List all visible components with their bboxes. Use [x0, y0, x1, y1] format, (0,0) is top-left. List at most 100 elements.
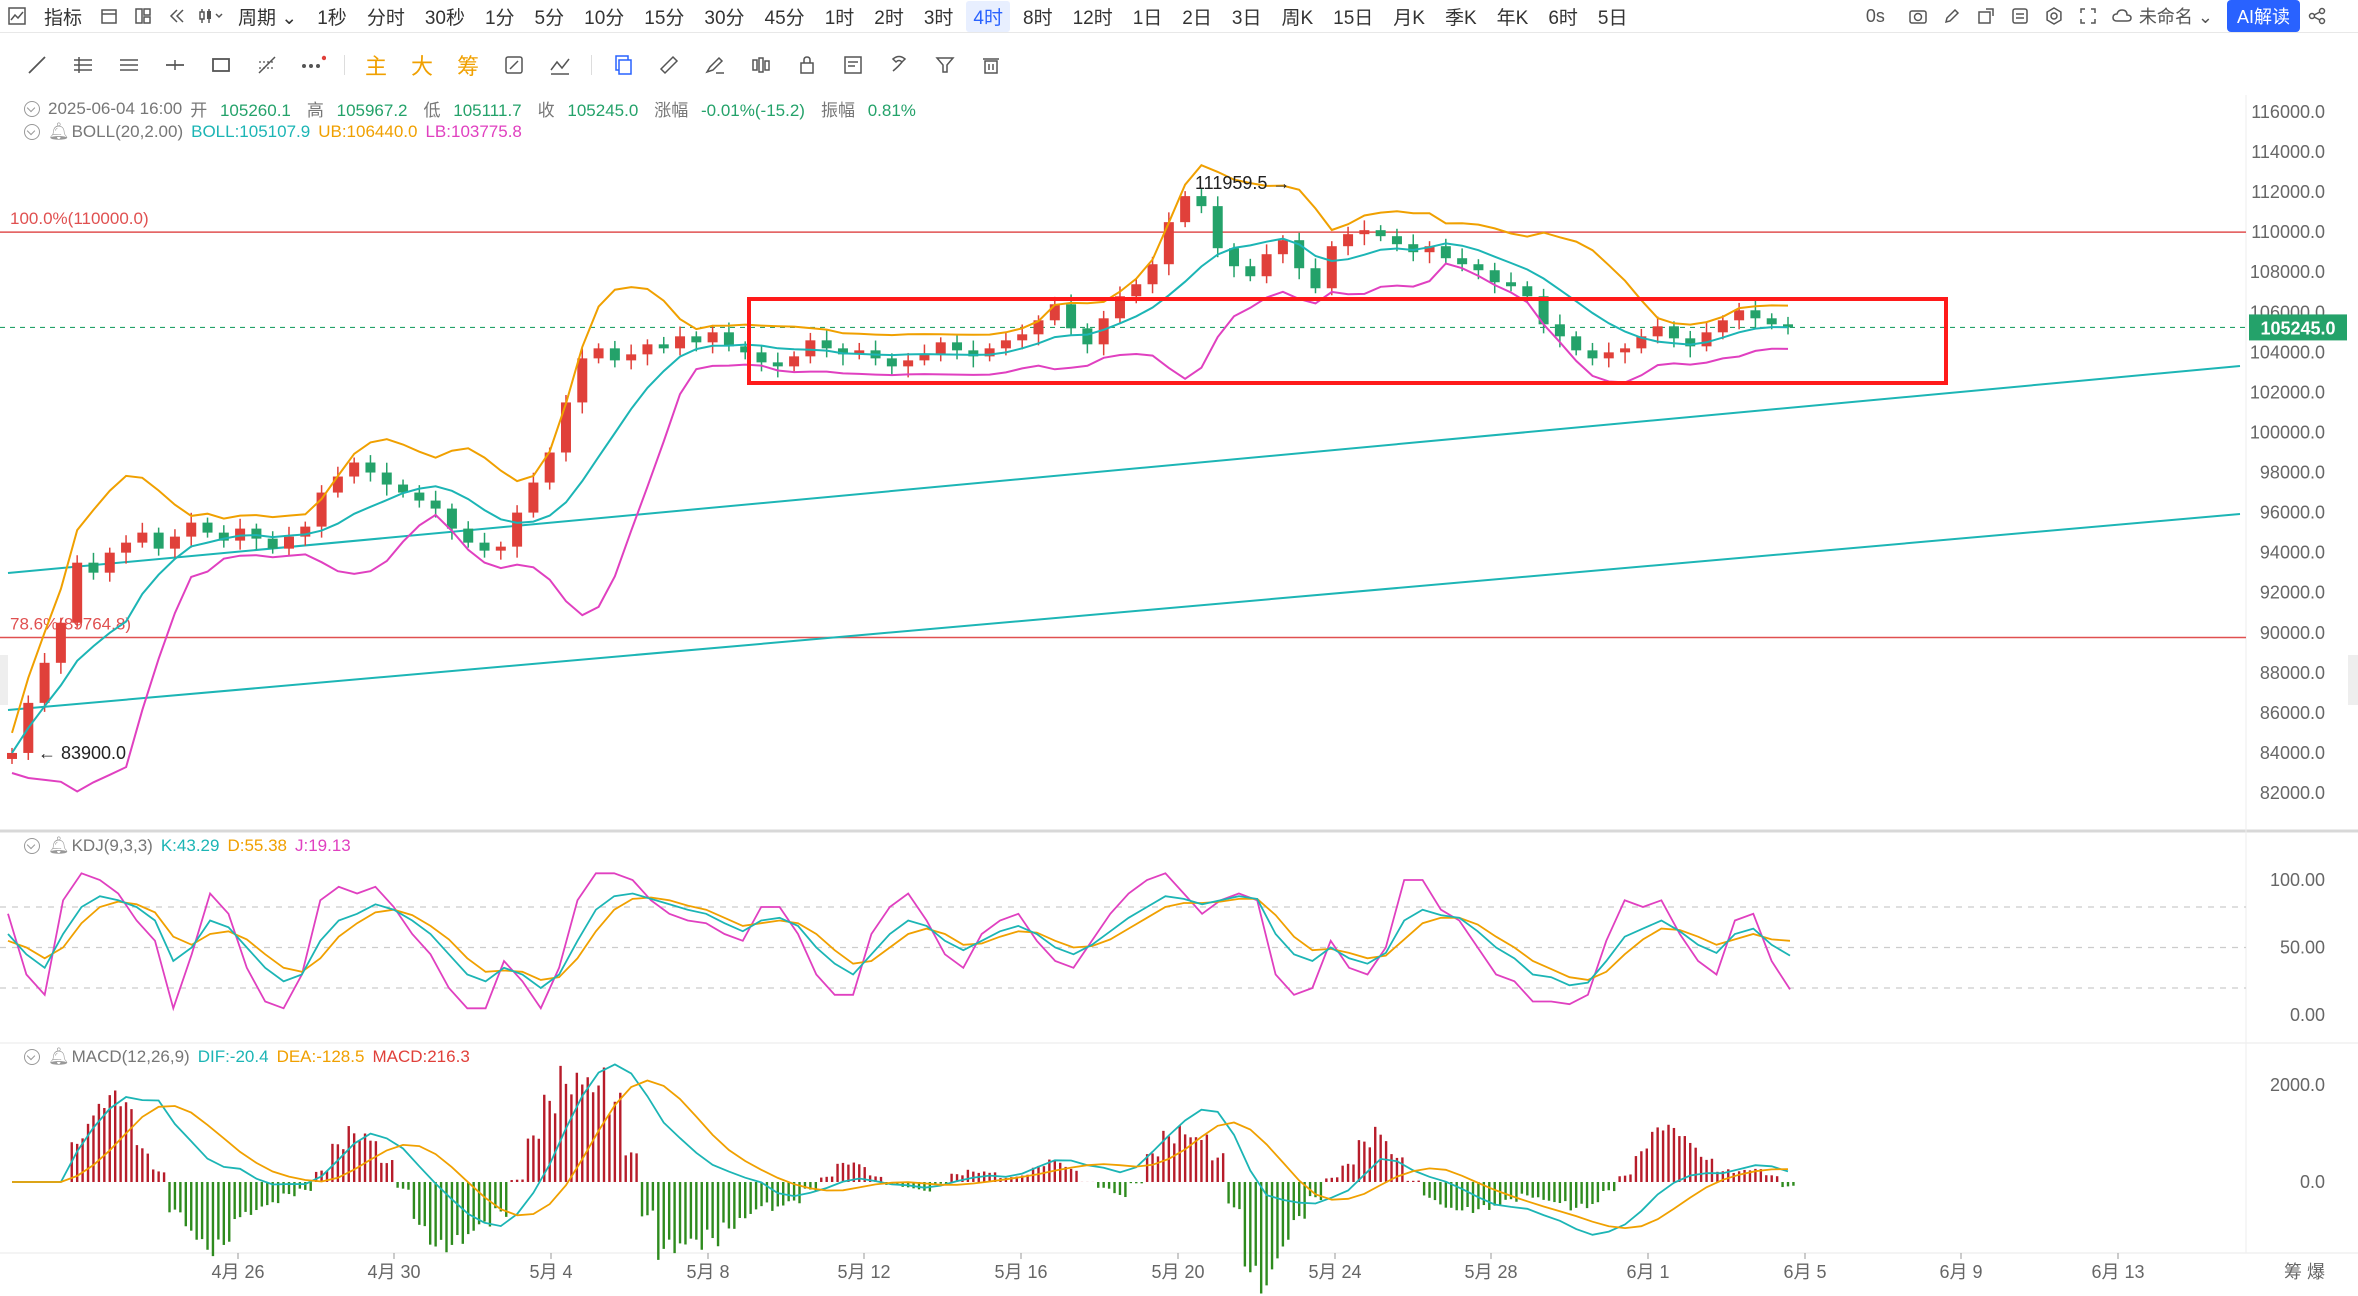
period-11[interactable]: 3时	[923, 7, 954, 29]
main-chart-toggle[interactable]: 主	[364, 54, 387, 79]
indicator-icon[interactable]	[4, 3, 30, 29]
candle-body	[300, 526, 311, 537]
fullscreen-icon[interactable]	[2075, 3, 2101, 29]
period-0[interactable]: 1秒	[317, 7, 347, 29]
collapse-toggle-icon[interactable]	[24, 838, 40, 854]
candle-body	[332, 476, 343, 493]
candle-body	[821, 340, 832, 349]
bell-icon[interactable]: 🔔︎	[48, 122, 70, 141]
layout-grid-icon[interactable]	[130, 3, 156, 29]
more-tools-icon[interactable]	[296, 48, 330, 82]
period-9[interactable]: 1时	[824, 7, 855, 29]
period-17[interactable]: 3日	[1231, 7, 1262, 29]
period-dropdown[interactable]: 周期 ⌄	[238, 7, 298, 29]
consolidation-box[interactable]	[747, 297, 1948, 385]
note-icon[interactable]	[836, 48, 870, 82]
magnet-icon[interactable]	[882, 48, 916, 82]
replay-icon[interactable]	[164, 3, 190, 29]
big-order-toggle[interactable]: 大	[410, 54, 433, 79]
camera-icon[interactable]	[1905, 3, 1931, 29]
price-axis-label: 84000.0	[2260, 743, 2325, 763]
ruler-icon[interactable]	[652, 48, 686, 82]
axes: 116000.0 114000.0 112000.0 110000.0 108000.0…	[211, 102, 2347, 1282]
period-10[interactable]: 2时	[874, 7, 904, 29]
candle-body	[1261, 254, 1272, 277]
period-16[interactable]: 2日	[1182, 7, 1212, 29]
period-2[interactable]: 30秒	[424, 7, 465, 29]
period-22[interactable]: 年K	[1496, 7, 1529, 29]
candle-body	[1000, 340, 1011, 349]
period-8[interactable]: 45分	[764, 7, 805, 29]
brush-icon[interactable]	[698, 48, 732, 82]
period-24[interactable]: 5日	[1597, 7, 1628, 29]
cloud-icon[interactable]	[2109, 3, 2135, 29]
period-12[interactable]: 4时	[966, 0, 1010, 32]
bell-icon[interactable]: 🔔︎	[48, 1047, 70, 1066]
low-value: 105111.7	[453, 101, 522, 120]
date-axis-label: 5月 12	[837, 1262, 890, 1282]
candle-body	[593, 348, 604, 359]
chip-distribution-toggle[interactable]: 筹	[456, 54, 479, 79]
settings-gear-icon[interactable]	[2041, 3, 2067, 29]
rectangle-icon[interactable]	[204, 48, 238, 82]
date-axis-label: 5月 8	[686, 1262, 729, 1282]
period-15[interactable]: 1日	[1132, 7, 1163, 29]
period-18[interactable]: 周K	[1281, 7, 1314, 29]
high-label: 高	[306, 101, 324, 120]
candle-body	[365, 462, 376, 473]
trash-icon[interactable]	[974, 48, 1008, 82]
date-axis-label: 6月 9	[1939, 1262, 1982, 1282]
trend-line-icon[interactable]	[20, 48, 54, 82]
ai-interpret-button[interactable]: AI解读	[2226, 0, 2300, 32]
period-3[interactable]: 1分	[484, 7, 515, 29]
candle-body	[1180, 196, 1191, 223]
period-7[interactable]: 30分	[704, 7, 745, 29]
trend-line-upper[interactable]	[7, 365, 2241, 574]
candle-body	[1636, 336, 1647, 349]
left-collapse-handle[interactable]	[0, 655, 8, 705]
candle-tool-icon[interactable]	[744, 48, 778, 82]
bell-icon[interactable]: 🔔︎	[48, 836, 70, 855]
period-21[interactable]: 季K	[1444, 7, 1477, 29]
template-icon[interactable]	[2007, 3, 2033, 29]
period-1[interactable]: 分时	[366, 7, 405, 29]
layout-name-dropdown[interactable]: 未命名 ⌄	[2138, 7, 2213, 27]
channel-lines-icon[interactable]	[112, 48, 146, 82]
period-5[interactable]: 10分	[584, 7, 625, 29]
calendar-icon[interactable]	[96, 3, 122, 29]
collapse-toggle-icon[interactable]	[24, 1049, 40, 1065]
period-13[interactable]: 8时	[1023, 7, 1053, 29]
period-4[interactable]: 5分	[534, 7, 565, 29]
period-20[interactable]: 月K	[1393, 7, 1425, 29]
fibonacci-icon[interactable]	[250, 48, 284, 82]
chart-type-icon[interactable]	[198, 3, 224, 29]
candle-body	[137, 532, 148, 543]
corner-label[interactable]: 筹 爆	[2284, 1262, 2325, 1282]
share-icon[interactable]	[2304, 3, 2330, 29]
popout-icon[interactable]	[1973, 3, 1999, 29]
trend-line-lower[interactable]	[7, 513, 2241, 711]
auto-draw-icon[interactable]	[497, 48, 531, 82]
edit-icon[interactable]	[1939, 3, 1965, 29]
period-19[interactable]: 15日	[1333, 7, 1374, 29]
collapse-toggle-icon[interactable]	[24, 100, 40, 117]
lock-icon[interactable]	[790, 48, 824, 82]
period-14[interactable]: 12时	[1072, 7, 1113, 29]
candle-body	[121, 542, 132, 553]
horizontal-ray-icon[interactable]	[66, 48, 100, 82]
collapse-toggle-icon[interactable]	[24, 124, 40, 140]
period-6[interactable]: 15分	[644, 7, 685, 29]
candle-body	[984, 348, 995, 357]
filter-icon[interactable]	[928, 48, 962, 82]
price-axis-label: 88000.0	[2260, 663, 2325, 683]
pattern-icon[interactable]	[543, 48, 577, 82]
horizontal-line-icon[interactable]	[158, 48, 192, 82]
candle-body	[952, 342, 963, 351]
macd-dea-value: DEA:-128.5	[276, 1047, 365, 1066]
period-23[interactable]: 6时	[1548, 7, 1578, 29]
indicator-button[interactable]: 指标	[44, 7, 83, 29]
copy-drawing-icon[interactable]	[606, 48, 640, 82]
right-collapse-handle[interactable]	[2348, 655, 2358, 705]
countdown-text: 0s	[1865, 5, 1885, 26]
